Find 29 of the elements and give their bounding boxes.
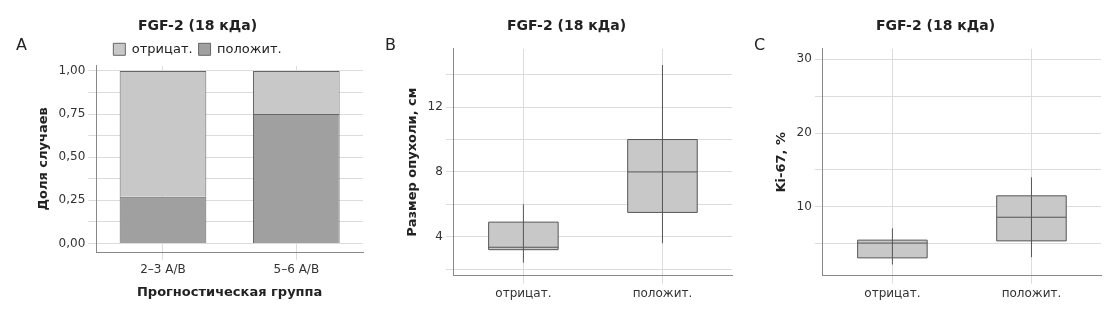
text: B [385, 35, 396, 55]
y-tick-label: 0,25 [58, 192, 86, 207]
legend-label: положит. [217, 40, 282, 56]
y-axis-title: Ki-67, % [773, 131, 789, 193]
y-tick-label: 30 [796, 51, 812, 66]
x-tick-label: положит. [1001, 285, 1062, 300]
y-tick-label: 12 [427, 99, 443, 114]
x-axis-title: Прогностическая группа [136, 283, 323, 299]
y-tick-label: 10 [796, 199, 812, 214]
y-tick-label: 0,00 [58, 235, 86, 250]
x-tick-label: отрицат. [495, 285, 552, 300]
y-tick-label: 4 [435, 228, 443, 243]
x-tick-label: положит. [632, 285, 693, 300]
text: C [754, 35, 766, 55]
y-tick-label: 0,75 [58, 106, 86, 121]
x-tick-label: 5–6 A/B [273, 262, 320, 277]
text: A [16, 35, 27, 55]
x-tick-label: отрицат. [864, 285, 921, 300]
y-axis-title: Размер опухоли, см [404, 87, 420, 237]
y-tick-label: 20 [796, 125, 812, 140]
y-axis-title: Доля случаев [35, 107, 51, 211]
chart-title: FGF-2 (18 кДа) [506, 17, 627, 34]
chart-title: FGF-2 (18 кДа) [875, 17, 996, 34]
y-tick-label: 1,00 [58, 63, 86, 78]
x-tick-label: 2–3 A/B [140, 262, 186, 277]
legend-label: отрицат. [131, 40, 193, 56]
y-tick-label: 0,50 [58, 149, 86, 164]
chart-title: FGF-2 (18 кДа) [137, 17, 258, 34]
y-tick-label: 8 [435, 164, 443, 179]
